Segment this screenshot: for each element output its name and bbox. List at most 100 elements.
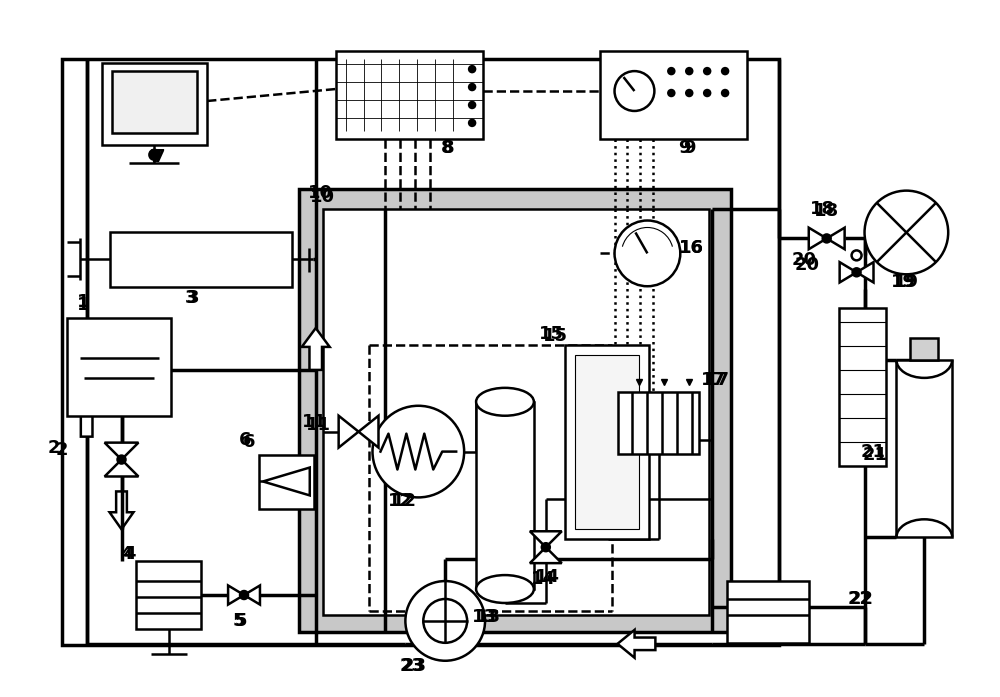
Text: 21: 21 xyxy=(861,443,886,461)
Polygon shape xyxy=(840,262,857,282)
Text: 14: 14 xyxy=(531,570,556,588)
Circle shape xyxy=(469,102,475,108)
Text: 11: 11 xyxy=(302,413,327,431)
Polygon shape xyxy=(302,328,330,370)
Text: 9: 9 xyxy=(683,139,695,157)
Text: 11: 11 xyxy=(306,415,331,434)
Bar xyxy=(600,51,747,139)
Bar xyxy=(102,63,207,145)
Text: 21: 21 xyxy=(863,445,888,464)
Polygon shape xyxy=(857,262,874,282)
Bar xyxy=(323,208,709,615)
Text: 5: 5 xyxy=(233,612,245,630)
Text: 17: 17 xyxy=(701,371,726,389)
Circle shape xyxy=(615,71,654,111)
Polygon shape xyxy=(339,415,359,447)
Text: 16: 16 xyxy=(679,239,704,257)
Polygon shape xyxy=(530,547,562,563)
Text: 18: 18 xyxy=(814,201,839,220)
Text: 15: 15 xyxy=(539,325,564,343)
Text: 1: 1 xyxy=(77,293,90,311)
Text: 13: 13 xyxy=(472,608,497,626)
Bar xyxy=(110,233,292,287)
Text: 10: 10 xyxy=(308,183,333,201)
Bar xyxy=(299,189,731,632)
Bar xyxy=(839,308,886,466)
Text: 8: 8 xyxy=(442,139,455,157)
Circle shape xyxy=(865,191,948,275)
Polygon shape xyxy=(809,228,827,250)
Text: 2: 2 xyxy=(48,438,60,457)
Polygon shape xyxy=(74,395,100,436)
Circle shape xyxy=(118,456,125,464)
Text: 18: 18 xyxy=(810,199,835,217)
Bar xyxy=(575,355,639,529)
Polygon shape xyxy=(827,228,845,250)
Circle shape xyxy=(405,581,485,661)
Text: 22: 22 xyxy=(849,590,874,608)
Circle shape xyxy=(542,543,550,551)
Circle shape xyxy=(423,599,467,643)
Circle shape xyxy=(722,90,728,96)
Text: 20: 20 xyxy=(794,256,819,275)
Circle shape xyxy=(373,406,464,498)
Bar xyxy=(910,338,938,360)
Text: 4: 4 xyxy=(120,545,133,563)
Polygon shape xyxy=(530,531,562,547)
Circle shape xyxy=(852,250,862,261)
Polygon shape xyxy=(110,491,133,529)
Text: 23: 23 xyxy=(402,657,427,675)
Bar xyxy=(565,345,649,539)
Text: 14: 14 xyxy=(535,568,560,586)
Circle shape xyxy=(722,68,728,74)
Text: 6: 6 xyxy=(243,433,255,451)
Bar xyxy=(476,401,534,589)
Ellipse shape xyxy=(476,575,534,603)
Text: 3: 3 xyxy=(185,289,197,307)
Text: 13: 13 xyxy=(476,608,501,626)
Text: 23: 23 xyxy=(400,657,425,675)
Circle shape xyxy=(704,90,710,96)
Text: 4: 4 xyxy=(123,545,136,563)
Polygon shape xyxy=(244,585,260,604)
Circle shape xyxy=(686,90,692,96)
Bar xyxy=(896,360,952,537)
Circle shape xyxy=(149,150,159,160)
Circle shape xyxy=(853,268,861,276)
Text: 17: 17 xyxy=(705,371,730,389)
Circle shape xyxy=(240,591,248,599)
Circle shape xyxy=(704,68,710,74)
Bar xyxy=(618,392,699,454)
Text: 5: 5 xyxy=(235,612,247,630)
Polygon shape xyxy=(263,468,310,496)
Text: 9: 9 xyxy=(678,139,691,157)
Polygon shape xyxy=(618,630,655,658)
Ellipse shape xyxy=(476,388,534,415)
Text: 19: 19 xyxy=(894,273,919,291)
Text: 16: 16 xyxy=(679,239,704,257)
Circle shape xyxy=(686,68,692,74)
Circle shape xyxy=(469,66,475,72)
Circle shape xyxy=(823,234,831,243)
Bar xyxy=(112,71,197,133)
Text: 7: 7 xyxy=(150,148,163,166)
Circle shape xyxy=(615,220,680,286)
Bar xyxy=(336,51,483,139)
Text: 6: 6 xyxy=(239,431,251,449)
Text: 10: 10 xyxy=(310,187,335,206)
Bar xyxy=(62,59,779,645)
Circle shape xyxy=(668,90,674,96)
Circle shape xyxy=(469,120,475,126)
Text: 22: 22 xyxy=(848,590,873,608)
Polygon shape xyxy=(359,415,378,447)
Text: 15: 15 xyxy=(543,327,568,345)
Bar xyxy=(136,561,201,629)
Bar xyxy=(259,454,314,510)
Bar xyxy=(67,318,171,415)
Text: 7: 7 xyxy=(153,148,166,166)
Polygon shape xyxy=(105,459,138,477)
Text: 8: 8 xyxy=(441,139,454,157)
Text: 3: 3 xyxy=(187,289,199,307)
Polygon shape xyxy=(105,443,138,459)
Circle shape xyxy=(668,68,674,74)
